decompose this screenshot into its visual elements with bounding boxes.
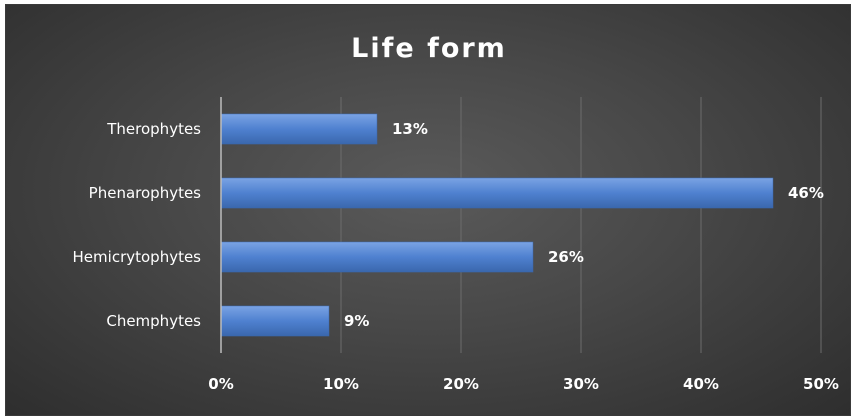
labels: 0% 10% 20% 30% 40% 50% Therophytes 13% Phenaroph… [73,120,839,393]
data-label: 13% [392,120,428,138]
bar [220,177,774,209]
x-tick-label: 0% [208,375,233,393]
data-label: 9% [344,312,369,330]
chart-title: Life form [351,33,507,64]
category-label: Hemicrytophytes [73,248,202,266]
bar [220,113,378,145]
chart-frame: Life form 0% 10% 20% 30% 40% 50% Therophytes 13… [5,4,851,416]
data-label: 26% [548,248,584,266]
x-tick-label: 10% [323,375,359,393]
x-tick-label: 40% [683,375,719,393]
bar-chart-plot: 0% 10% 20% 30% 40% 50% Therophytes 13% Phenaroph… [73,97,839,393]
bars [220,113,774,337]
bar [220,305,330,337]
category-label: Therophytes [106,120,201,138]
bar [220,241,534,273]
data-label: 46% [788,184,824,202]
x-tick-label: 20% [443,375,479,393]
category-label: Phenarophytes [89,184,202,202]
category-label: Chemphytes [106,312,201,330]
x-tick-label: 30% [563,375,599,393]
x-tick-label: 50% [803,375,839,393]
